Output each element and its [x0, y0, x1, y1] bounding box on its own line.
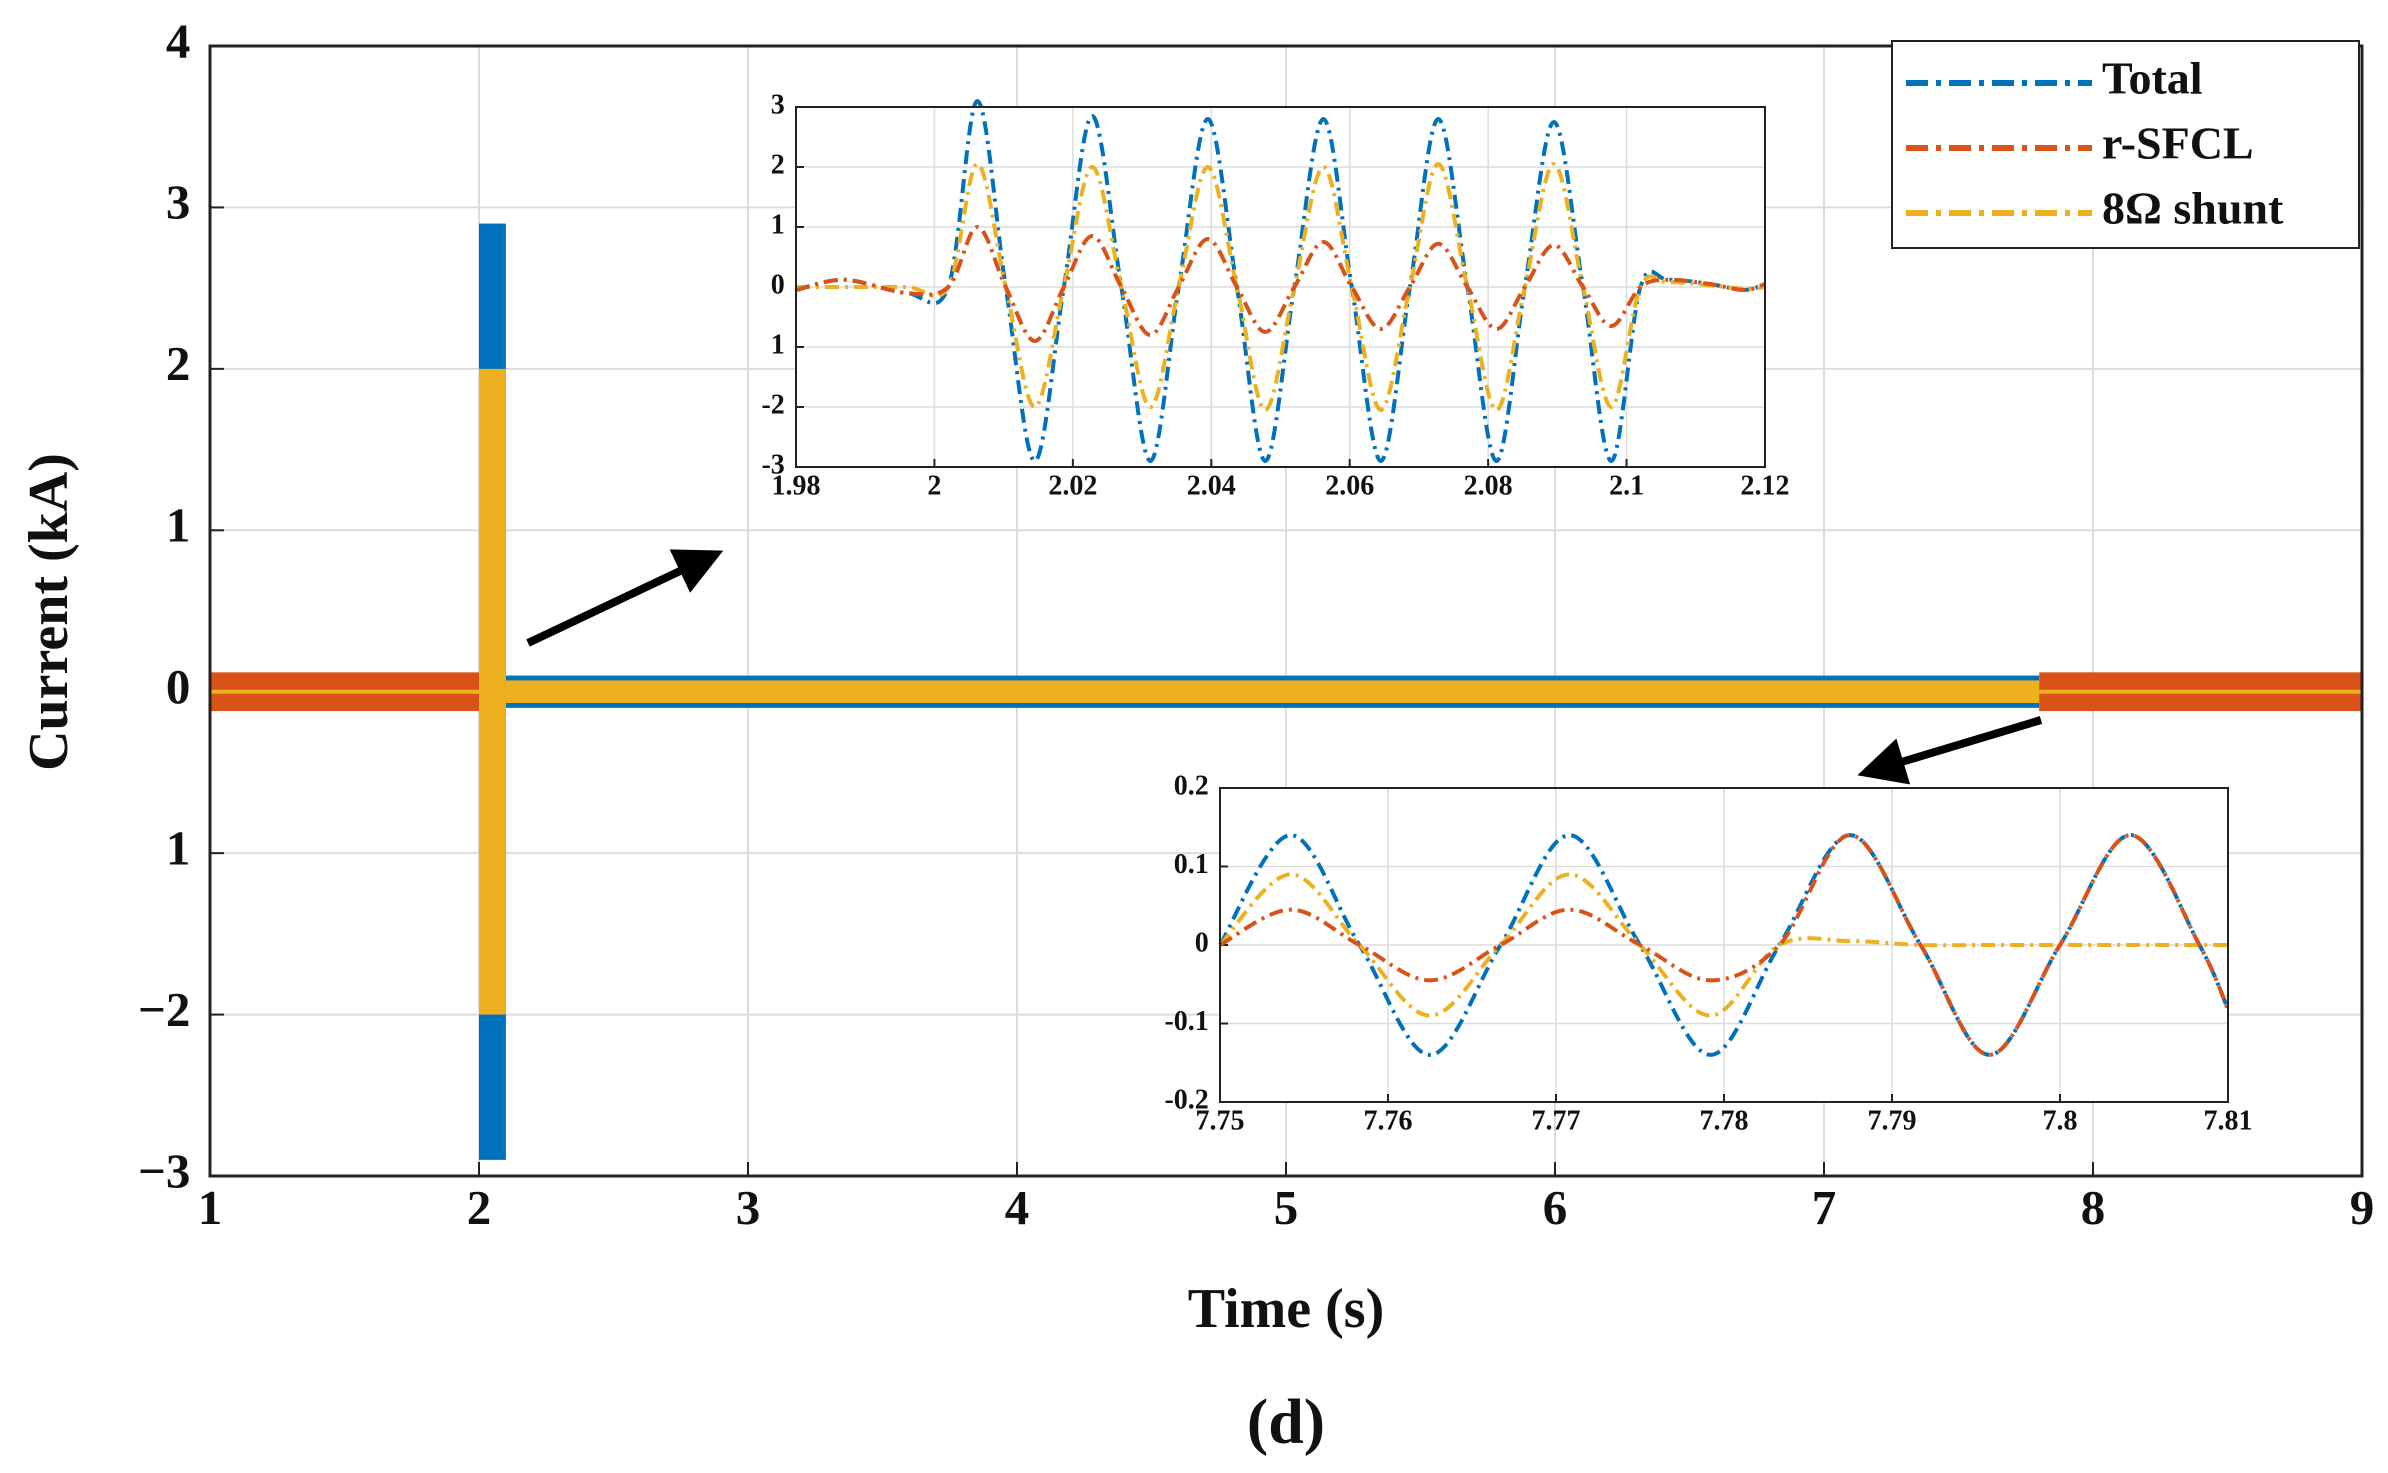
x-tick-label: 7.8	[2043, 1105, 2078, 1136]
y-tick-label: 1	[166, 820, 191, 875]
axes-frame	[1219, 787, 2229, 1103]
x-tick-label: 6	[1543, 1180, 1568, 1235]
y-tick-label: 0.2	[1174, 770, 1209, 801]
x-tick-label: 4	[1005, 1180, 1030, 1235]
legend-label: Total	[2102, 53, 2203, 104]
x-tick-label: 1	[198, 1180, 223, 1235]
series-group	[795, 98, 1766, 464]
x-tick-label: 5	[1274, 1180, 1299, 1235]
legend-label: 8Ω shunt	[2102, 183, 2284, 234]
y-tick-label: −2	[138, 982, 190, 1037]
arrow	[526, 549, 724, 647]
x-tick-label: 2.06	[1325, 470, 1374, 501]
x-tick-label: 7.78	[1700, 1105, 1749, 1136]
envelope-band	[210, 689, 479, 694]
envelope-band	[505, 680, 2040, 704]
y-tick-label: -3	[761, 449, 784, 480]
y-tick-label: −3	[138, 1143, 190, 1198]
x-tick-label: 7.77	[1532, 1105, 1581, 1136]
x-tick-label: 9	[2350, 1180, 2375, 1235]
y-tick-label: 3	[771, 89, 785, 120]
x-tick-label: 2.02	[1048, 470, 1097, 501]
x-tick-label: 7.76	[1364, 1105, 1413, 1136]
series-group	[1218, 833, 2230, 1057]
x-tick-label: 7.81	[2204, 1105, 2253, 1136]
axes: 1.98 2 2.02 2.04 2.06 2.08 2.1 2.12 -3 -2 1 0 1 2 3	[761, 89, 1789, 501]
y-tick-label: 0	[771, 269, 785, 300]
y-tick-label: 4	[166, 13, 191, 68]
x-tick-label: 7.75	[1196, 1105, 1245, 1136]
axes-frame	[208, 44, 2364, 1178]
series-line	[1219, 833, 2230, 1057]
axes-frame	[795, 106, 1766, 468]
x-tick-label: 7.79	[1868, 1105, 1917, 1136]
envelope-band	[2039, 689, 2362, 694]
envelope-band	[479, 368, 506, 1015]
series-line	[1218, 872, 2228, 1018]
y-tick-label: 1	[166, 498, 191, 553]
x-axis-label: Time (s)	[1188, 1278, 1385, 1340]
x-tick-label: 2	[467, 1180, 492, 1235]
series-group	[210, 223, 2362, 1160]
legend-label: r-SFCL	[2102, 118, 2254, 169]
y-tick-label: -0.1	[1164, 1006, 1208, 1037]
x-tick-label: 8	[2081, 1180, 2106, 1235]
x-tick-label: 1.98	[772, 470, 821, 501]
x-tick-label: 3	[736, 1180, 761, 1235]
plot-layer: 1 2 3 4 5 6 7 8 9 −3 −2 1 0 1 2 3 4 Time (s) Current (kA) (…	[18, 13, 2374, 1456]
x-tick-label: 7	[1812, 1180, 1837, 1235]
x-tick-label: 2.04	[1187, 470, 1236, 501]
y-tick-label: 2	[166, 336, 191, 391]
y-tick-label: 0	[1195, 927, 1209, 958]
y-tick-label: 0.1	[1174, 849, 1209, 880]
series-line	[795, 224, 1766, 344]
caption: (d)	[1247, 1386, 1325, 1457]
x-tick-label: 2	[927, 470, 941, 501]
y-tick-label: -2	[761, 389, 784, 420]
axes: 7.75 7.76 7.77 7.78 7.79 7.8 7.81 -0.2 -0.1 0 0.1 0…	[1164, 770, 2252, 1136]
x-tick-label: 2.1	[1609, 470, 1644, 501]
x-tick-label: 2.08	[1464, 470, 1513, 501]
y-tick-label: 3	[166, 175, 191, 230]
legend: Total r-SFCL 8Ω shunt	[1891, 40, 2360, 249]
x-tick-label: 2.12	[1741, 470, 1790, 501]
y-tick-label: 2	[771, 149, 785, 180]
y-tick-label: 1	[771, 209, 785, 240]
series-line	[1218, 833, 2230, 1057]
y-tick-label: -0.2	[1164, 1084, 1208, 1115]
series-line	[795, 98, 1766, 464]
arrow	[1857, 716, 2043, 785]
y-tick-label: 1	[771, 329, 785, 360]
y-tick-label: 0	[166, 659, 191, 714]
y-axis-label: Current (kA)	[18, 453, 80, 771]
